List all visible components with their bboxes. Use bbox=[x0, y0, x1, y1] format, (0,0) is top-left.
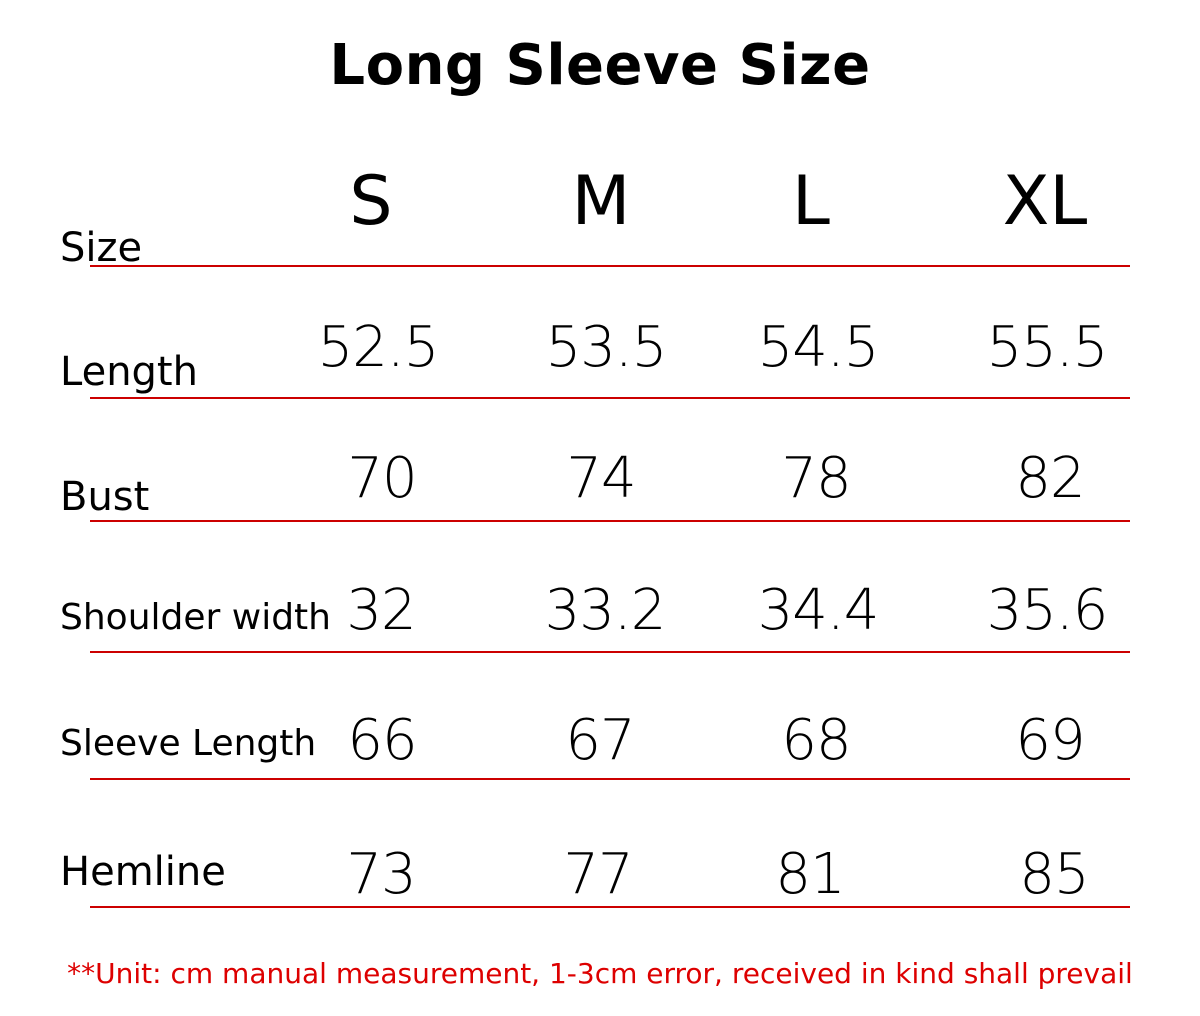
row-divider bbox=[90, 778, 1130, 780]
sleeve-length-l-value: 68 bbox=[781, 708, 851, 773]
shoulder-width-l-value: 34.4 bbox=[757, 578, 880, 643]
row-divider bbox=[90, 397, 1130, 399]
size-header-l: L bbox=[792, 162, 830, 241]
row-divider bbox=[90, 906, 1130, 908]
length-m-value: 53.5 bbox=[545, 315, 668, 380]
bust-s-value: 70 bbox=[347, 446, 417, 511]
row-label-sleeve-length: Sleeve Length bbox=[60, 723, 317, 764]
row-label-hemline: Hemline bbox=[60, 849, 226, 895]
row-divider bbox=[90, 520, 1130, 522]
row-divider bbox=[90, 265, 1130, 267]
bust-m-value: 74 bbox=[566, 446, 636, 511]
length-s-value: 52.5 bbox=[317, 315, 440, 380]
bust-xl-value: 82 bbox=[1015, 446, 1085, 511]
shoulder-width-s-value: 32 bbox=[346, 578, 416, 643]
shoulder-width-m-value: 33.2 bbox=[544, 578, 667, 643]
sleeve-length-xl-value: 69 bbox=[1015, 708, 1085, 773]
size-row-label: Size bbox=[60, 225, 143, 271]
hemline-m-value: 77 bbox=[563, 842, 633, 907]
row-label-bust: Bust bbox=[60, 474, 150, 520]
page-title: Long Sleeve Size bbox=[329, 33, 871, 98]
sleeve-length-s-value: 66 bbox=[347, 708, 417, 773]
measurement-note: **Unit: cm manual measurement, 1-3cm err… bbox=[67, 957, 1133, 990]
size-header-s: S bbox=[349, 162, 393, 241]
shoulder-width-xl-value: 35.6 bbox=[986, 578, 1109, 643]
row-label-length: Length bbox=[60, 349, 198, 395]
hemline-l-value: 81 bbox=[775, 842, 845, 907]
bust-l-value: 78 bbox=[781, 446, 851, 511]
length-xl-value: 55.5 bbox=[986, 315, 1109, 380]
row-label-shoulder-width: Shoulder width bbox=[60, 597, 331, 638]
sleeve-length-m-value: 67 bbox=[565, 708, 635, 773]
hemline-xl-value: 85 bbox=[1019, 842, 1089, 907]
size-header-xl: XL bbox=[1002, 162, 1088, 241]
row-divider bbox=[90, 651, 1130, 653]
size-header-m: M bbox=[571, 162, 631, 241]
length-l-value: 54.5 bbox=[757, 315, 880, 380]
hemline-s-value: 73 bbox=[346, 842, 416, 907]
